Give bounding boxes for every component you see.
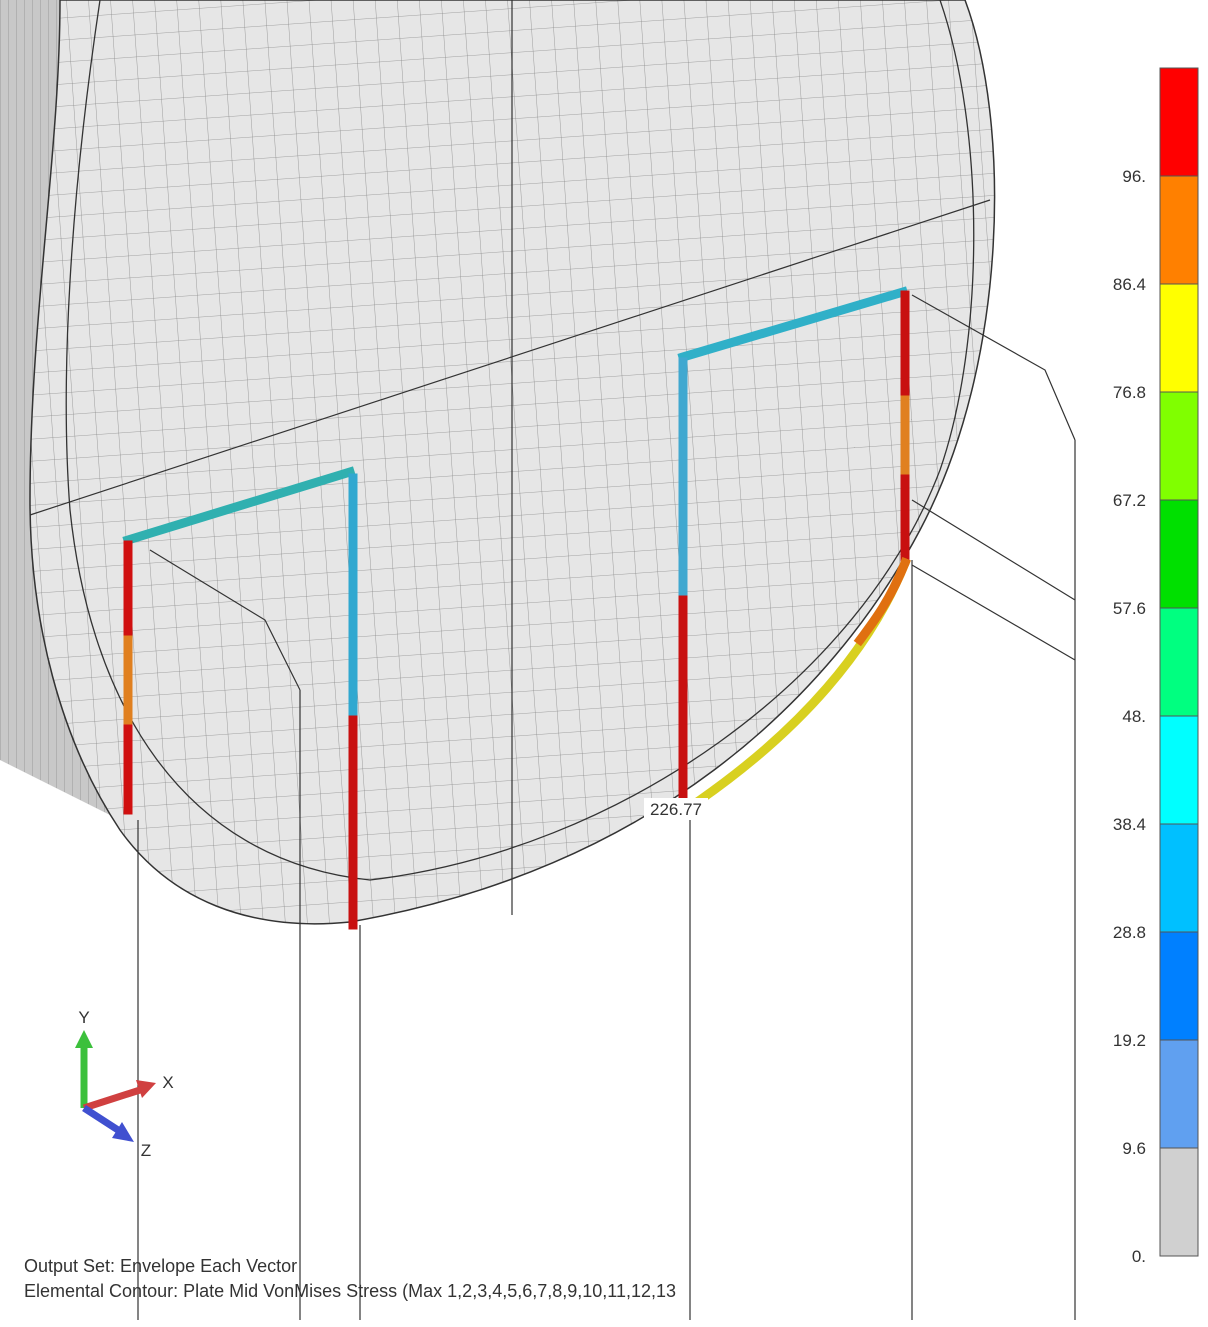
legend-band: [1160, 284, 1198, 392]
axis-z-label: Z: [141, 1141, 151, 1160]
contour-desc: Elemental Contour: Plate Mid VonMises St…: [24, 1281, 676, 1301]
legend-band: [1160, 392, 1198, 500]
legend-label: 96.: [1122, 167, 1146, 186]
legend-band: [1160, 1040, 1198, 1148]
legend-label: 76.8: [1113, 383, 1146, 402]
legend-label: 57.6: [1113, 599, 1146, 618]
contour-legend: 96. 86.4 76.8 67.2 57.6 48. 38.4 28.8 19.2 9.6 0.: [1113, 68, 1198, 1266]
legend-band: [1160, 824, 1198, 932]
legend-label: 48.: [1122, 707, 1146, 726]
legend-label: 67.2: [1113, 491, 1146, 510]
output-set: Output Set: Envelope Each Vector: [24, 1256, 297, 1276]
legend-band: [1160, 932, 1198, 1040]
legend-band: [1160, 608, 1198, 716]
axis-x-label: X: [162, 1073, 173, 1092]
legend-label: 86.4: [1113, 275, 1146, 294]
legend-band: [1160, 716, 1198, 824]
legend-label: 38.4: [1113, 815, 1146, 834]
legend-label: 19.2: [1113, 1031, 1146, 1050]
legend-band: [1160, 1148, 1198, 1256]
legend-band: [1160, 500, 1198, 608]
model-view: 226.77 Y X Z Output Set: Envelope Each V…: [0, 0, 1208, 1327]
legend-band: [1160, 176, 1198, 284]
axis-triad: Y X Z: [75, 1008, 174, 1160]
max-label: 226.77: [650, 800, 702, 819]
legend-label: 0.: [1132, 1247, 1146, 1266]
legend-label: 9.6: [1122, 1139, 1146, 1158]
legend-label: 28.8: [1113, 923, 1146, 942]
axis-y-label: Y: [78, 1008, 89, 1027]
viewport: 226.77 Y X Z Output Set: Envelope Each V…: [0, 0, 1208, 1327]
legend-band: [1160, 68, 1198, 176]
